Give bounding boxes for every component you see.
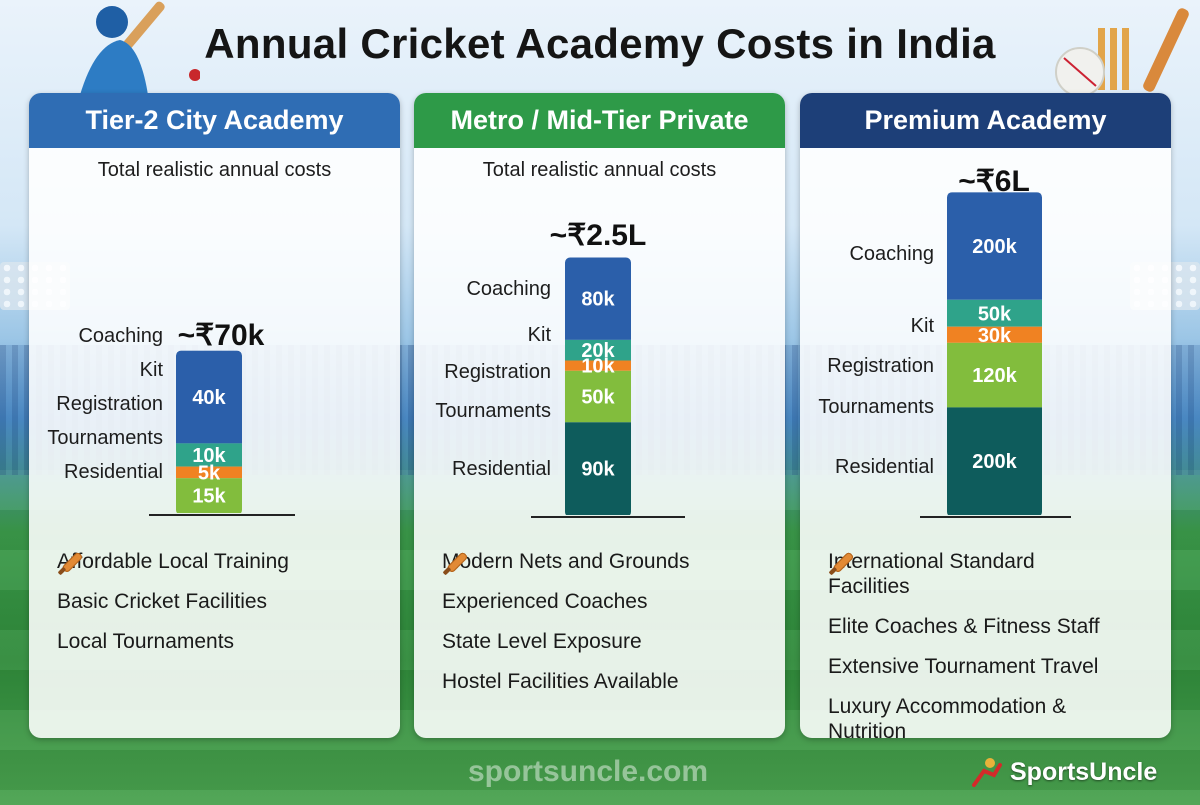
segment-value-label: 15k bbox=[192, 486, 226, 508]
feature-list: Affordable Local Training Basic Cricket F… bbox=[57, 549, 289, 669]
bar-segment-residential bbox=[947, 407, 1042, 515]
bar-segment-kit bbox=[947, 299, 1042, 327]
category-label: Coaching bbox=[78, 325, 163, 347]
category-label: Tournaments bbox=[435, 400, 551, 422]
category-label: Kit bbox=[528, 324, 552, 346]
ball-and-stumps-icon bbox=[1055, 8, 1189, 95]
feature-item: Modern Nets and Grounds bbox=[442, 549, 690, 575]
feature-text: Experienced Coaches bbox=[442, 590, 648, 613]
segment-value-label: 10k bbox=[192, 445, 226, 467]
category-label: Coaching bbox=[849, 243, 934, 265]
bar-segment-registration bbox=[947, 326, 1042, 343]
panel-subtitle: Total realistic annual costs bbox=[97, 159, 332, 181]
segment-value-label: 40k bbox=[192, 387, 226, 409]
cricket-bat-icon bbox=[58, 552, 82, 575]
feature-list: International Standard Facilities Elite C… bbox=[828, 549, 1118, 738]
bar-segment-coaching bbox=[176, 350, 242, 444]
cricket-bat-icon bbox=[829, 552, 853, 575]
page-title: Annual Cricket Academy Costs in India bbox=[204, 20, 996, 67]
feature-item: Extensive Tournament Travel bbox=[828, 552, 1118, 679]
feature-item: Affordable Local Training bbox=[57, 549, 289, 575]
feature-text: Local Tournaments bbox=[57, 630, 235, 653]
bar-segment-registration bbox=[565, 360, 631, 371]
feature-text: Hostel Facilities Available bbox=[442, 670, 679, 693]
panel-title: Premium Academy bbox=[800, 93, 1171, 148]
segment-value-label: 90k bbox=[581, 459, 615, 481]
category-label: Residential bbox=[835, 456, 934, 478]
panel-premium: Premium Academy 200k 50k 30k 120k 200k Coachi… bbox=[800, 93, 1171, 738]
segment-value-label: 5k bbox=[198, 462, 221, 484]
brand-name: SportsUncle bbox=[1010, 757, 1158, 786]
panel-metro: Metro / Mid-Tier Private Total realistic… bbox=[414, 93, 785, 738]
batsman-illustration-icon bbox=[80, 1, 200, 95]
total-cost-label: ~₹70k bbox=[178, 319, 265, 352]
feature-text: Extensive Tournament Travel bbox=[828, 655, 1099, 678]
feature-item: Experienced Coaches bbox=[442, 552, 689, 614]
feature-text: Elite Coaches & Fitness Staff bbox=[828, 615, 1100, 638]
feature-list: Modern Nets and Grounds Experienced Coach… bbox=[442, 549, 689, 709]
category-label: Residential bbox=[64, 461, 163, 483]
segment-value-label: 200k bbox=[972, 451, 1017, 473]
segment-value-label: 30k bbox=[978, 325, 1012, 347]
feature-text: State Level Exposure bbox=[442, 630, 642, 653]
bar-segment-tournaments bbox=[947, 342, 1042, 408]
segment-value-label: 50k bbox=[581, 387, 615, 409]
feature-text: Affordable Local Training bbox=[57, 550, 289, 573]
segment-value-label: 50k bbox=[978, 303, 1012, 325]
panel-tier2: Tier-2 City Academy Total realistic annu… bbox=[29, 93, 400, 738]
segment-value-label: 80k bbox=[581, 289, 615, 311]
category-label: Coaching bbox=[466, 278, 551, 300]
bar-segment-registration bbox=[176, 466, 242, 479]
bar-segment-coaching bbox=[947, 192, 1042, 300]
category-label: Tournaments bbox=[818, 396, 934, 418]
segment-value-label: 120k bbox=[972, 365, 1017, 387]
feature-item: International Standard Facilities bbox=[828, 549, 1118, 599]
panel-title: Metro / Mid-Tier Private bbox=[414, 93, 785, 148]
feature-item: State Level Exposure bbox=[442, 552, 689, 654]
cricket-bat-icon bbox=[443, 552, 467, 575]
segment-value-label: 20k bbox=[581, 340, 615, 362]
feature-item: Luxury Accommodation & Nutrition bbox=[828, 552, 1118, 738]
panel-subtitle: Total realistic annual costs bbox=[482, 159, 717, 181]
feature-text: Luxury Accommodation & Nutrition bbox=[828, 695, 1067, 738]
category-label: Tournaments bbox=[47, 427, 163, 449]
bar-segment-residential bbox=[565, 422, 631, 515]
bar-segment-tournaments bbox=[565, 370, 631, 423]
bar-segment-kit bbox=[176, 443, 242, 467]
bar-segment-kit bbox=[565, 339, 631, 361]
feature-text: Basic Cricket Facilities bbox=[57, 590, 268, 613]
segment-value-label: 10k bbox=[581, 356, 615, 378]
feature-item: Local Tournaments bbox=[57, 552, 289, 654]
category-label: Registration bbox=[827, 355, 934, 377]
category-label: Kit bbox=[140, 359, 164, 381]
sportsuncle-logo-icon bbox=[972, 758, 1002, 787]
bar-segment-tournaments bbox=[176, 478, 242, 513]
segment-value-label: 200k bbox=[972, 236, 1017, 258]
feature-item: Hostel Facilities Available bbox=[442, 552, 689, 694]
total-cost-label: ~₹2.5L bbox=[550, 219, 647, 252]
brand-logo[interactable]: SportsUncle bbox=[970, 757, 1157, 787]
feature-item: Elite Coaches & Fitness Staff bbox=[828, 552, 1118, 639]
feature-text: Modern Nets and Grounds bbox=[442, 550, 690, 573]
feature-item: Basic Cricket Facilities bbox=[57, 552, 289, 614]
category-label: Residential bbox=[452, 458, 551, 480]
feature-text: International Standard Facilities bbox=[828, 550, 1035, 598]
total-cost-label: ~₹6L bbox=[958, 165, 1030, 198]
category-label: Kit bbox=[911, 315, 935, 337]
panel-title: Tier-2 City Academy bbox=[29, 93, 400, 148]
bar-segment-coaching bbox=[565, 257, 631, 340]
category-label: Registration bbox=[56, 393, 163, 415]
category-label: Registration bbox=[444, 361, 551, 383]
watermark: sportsuncle.com bbox=[468, 755, 709, 788]
